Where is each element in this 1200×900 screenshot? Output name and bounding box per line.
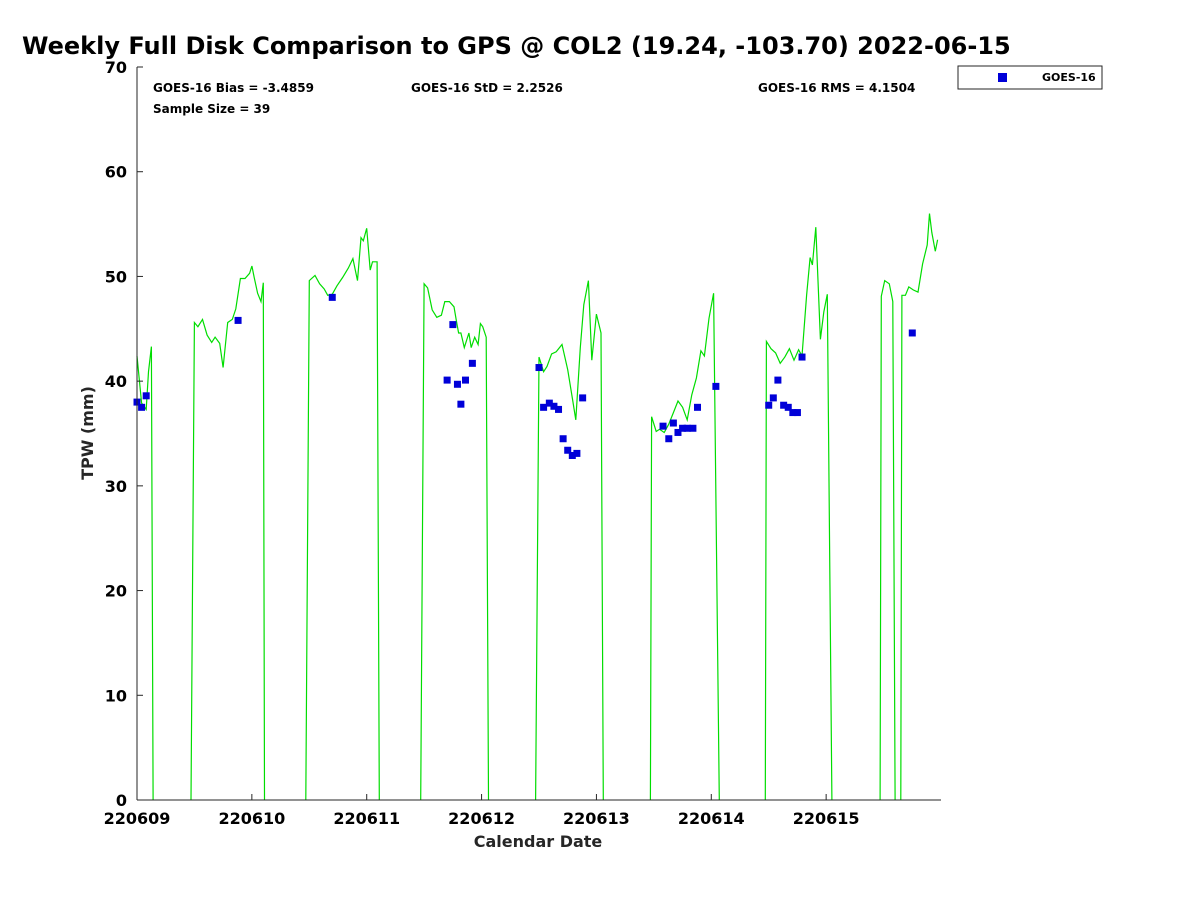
x-tick-label: 220609	[104, 809, 171, 828]
goes16-point	[789, 409, 797, 417]
goes16-point	[568, 451, 576, 459]
goes16-point	[453, 380, 461, 388]
goes16-point	[674, 428, 682, 436]
x-tick-label: 220612	[448, 809, 515, 828]
gps-line-segment	[534, 280, 604, 801]
goes16-point	[461, 376, 469, 384]
goes16-point	[550, 402, 558, 410]
goes16-point	[798, 353, 806, 361]
y-axis-label: TPW (mm)	[78, 386, 97, 480]
gps-line-segment	[649, 293, 720, 801]
goes16-point	[449, 321, 457, 329]
std-stat: GOES-16 StD = 2.2526	[411, 81, 563, 95]
goes16-point	[564, 446, 572, 454]
goes16-point	[545, 399, 553, 407]
goes16-point	[457, 400, 465, 408]
y-tick-label: 10	[105, 686, 127, 705]
x-tick-label: 220611	[333, 809, 400, 828]
y-axis-ticks: 0 10 20 30 40 50 60 70	[105, 58, 143, 810]
goes16-point	[780, 401, 788, 409]
sample-size-stat: Sample Size = 39	[153, 102, 270, 116]
gps-line-segment	[764, 227, 833, 801]
gps-line-segment	[900, 213, 939, 801]
x-axis-ticks: 220609 220610 220611 220612 220613 220614 2206…	[104, 794, 860, 828]
goes16-point	[793, 409, 801, 417]
goes16-point	[683, 424, 691, 432]
legend-box	[957, 65, 1103, 90]
goes16-point	[234, 316, 242, 324]
goes16-point	[669, 419, 677, 427]
y-tick-label: 70	[105, 58, 127, 77]
gps-line-segment	[190, 265, 266, 801]
goes16-point	[712, 382, 720, 390]
goes16-point	[908, 329, 916, 337]
y-tick-label: 20	[105, 582, 127, 601]
goes16-point	[142, 392, 150, 400]
y-tick-label: 0	[116, 791, 127, 810]
x-tick-label: 220613	[563, 809, 630, 828]
x-axis-label: Calendar Date	[474, 832, 603, 851]
y-tick-label: 60	[105, 163, 127, 182]
goes16-point	[765, 401, 773, 409]
goes16-point	[559, 435, 567, 443]
goes16-point	[665, 435, 673, 443]
goes16-point	[689, 424, 697, 432]
goes16-point	[535, 364, 543, 372]
goes16-point	[468, 359, 476, 367]
plot-area	[133, 213, 939, 801]
goes16-point	[659, 422, 667, 430]
goes16-point	[774, 376, 782, 384]
y-tick-label: 50	[105, 267, 127, 286]
gps-line-segment	[420, 282, 490, 801]
x-tick-label: 220614	[678, 809, 745, 828]
bias-stat: GOES-16 Bias = -3.4859	[153, 81, 314, 95]
legend: GOES-16	[957, 65, 1103, 90]
legend-marker	[998, 73, 1007, 82]
legend-label: GOES-16	[1042, 71, 1096, 84]
goes16-point	[679, 424, 687, 432]
goes16-point	[555, 405, 563, 413]
goes16-point	[769, 394, 777, 402]
goes16-point	[579, 394, 587, 402]
rms-stat: GOES-16 RMS = 4.1504	[758, 81, 915, 95]
x-tick-label: 220615	[793, 809, 860, 828]
goes16-point	[138, 403, 146, 411]
gps-line-segment	[879, 279, 896, 801]
goes16-point	[573, 449, 581, 457]
goes16-point	[540, 403, 548, 411]
goes16-point	[694, 403, 702, 411]
y-tick-label: 30	[105, 477, 127, 496]
goes16-point	[443, 376, 451, 384]
gps-line-segment	[305, 228, 380, 801]
goes16-point	[784, 403, 792, 411]
gps-line-segment	[136, 346, 154, 801]
chart-title: Weekly Full Disk Comparison to GPS @ COL…	[22, 32, 1011, 60]
x-tick-label: 220610	[218, 809, 285, 828]
goes16-point	[328, 293, 336, 301]
y-tick-label: 40	[105, 372, 127, 391]
